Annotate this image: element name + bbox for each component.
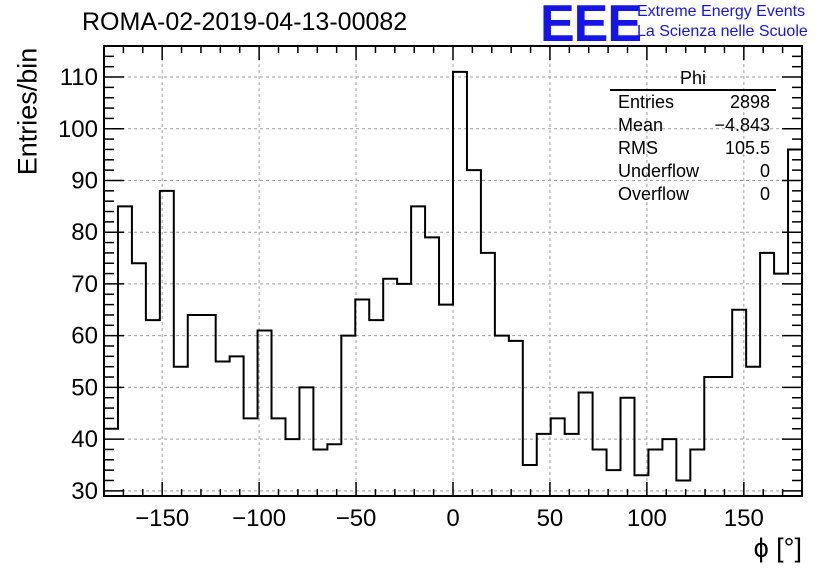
histogram-line xyxy=(104,70,802,482)
stats-row-entries: Entries 2898 xyxy=(610,91,776,114)
stats-row-mean: Mean −4.843 xyxy=(610,114,776,137)
y-tick-label: 50 xyxy=(71,374,98,401)
stats-title: Phi xyxy=(610,68,776,91)
logo-line-2: La Scienza nelle Scuole xyxy=(637,23,808,40)
logo-line-1: Extreme Energy Events xyxy=(637,3,806,20)
x-tick-label: −100 xyxy=(232,505,286,532)
y-tick-label: 110 xyxy=(60,64,98,91)
y-tick-label: 70 xyxy=(71,271,98,298)
stats-value: −4.843 xyxy=(714,115,770,135)
x-tick-label: 150 xyxy=(724,505,764,532)
x-axis-label: ϕ [°] xyxy=(753,533,802,563)
stats-label: Underflow xyxy=(618,161,700,181)
chart-title: ROMA-02-2019-04-13-00082 xyxy=(82,8,408,36)
x-tick-label: 0 xyxy=(446,505,459,532)
x-tick-label: −50 xyxy=(336,505,377,532)
tick-labels: −150 −100 −50 0 50 100 150 30 40 50 60 70 80 90 100 110 xyxy=(58,64,764,532)
axis-ticks xyxy=(103,45,803,496)
stats-value: 0 xyxy=(759,184,770,204)
x-tick-label: 100 xyxy=(627,505,667,532)
y-tick-label: 100 xyxy=(58,116,98,143)
x-tick-label: −150 xyxy=(135,505,189,532)
stats-value: 2898 xyxy=(729,92,770,112)
x-tick-label: 50 xyxy=(537,505,564,532)
y-tick-label: 40 xyxy=(71,426,98,453)
stats-value: 105.5 xyxy=(724,138,770,158)
stats-label: Overflow xyxy=(618,184,690,204)
stats-row-overflow: Overflow 0 xyxy=(610,183,776,206)
y-tick-label: 80 xyxy=(71,219,98,246)
stats-label: Entries xyxy=(618,92,675,112)
stats-row-rms: RMS 105.5 xyxy=(610,137,776,160)
stats-label: RMS xyxy=(618,138,658,158)
y-tick-label: 30 xyxy=(71,478,98,505)
eee-logo: EEE xyxy=(540,0,642,53)
y-tick-label: 60 xyxy=(71,323,98,350)
stats-label: Mean xyxy=(618,115,664,135)
stats-value: 0 xyxy=(759,161,770,181)
y-tick-label: 90 xyxy=(71,167,98,194)
stats-box: Phi Entries 2898 Mean −4.843 RMS 105.5 U… xyxy=(610,68,776,206)
plot-frame xyxy=(103,45,803,497)
stats-row-underflow: Underflow 0 xyxy=(610,160,776,183)
